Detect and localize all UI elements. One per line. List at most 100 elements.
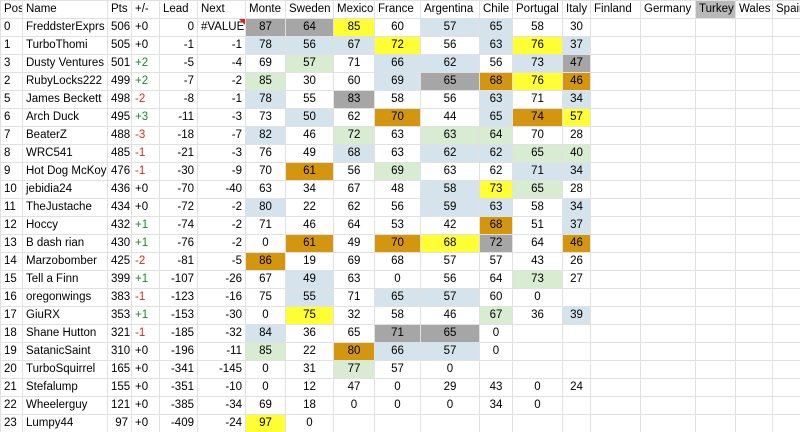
name-cell[interactable]: Wheelerguy xyxy=(22,396,108,415)
name-cell[interactable]: Arch Duck xyxy=(22,108,108,127)
name-cell[interactable]: WRC541 xyxy=(22,144,108,163)
score-cell[interactable]: 46 xyxy=(285,126,334,145)
empty-cell[interactable] xyxy=(735,18,773,37)
pts-cell[interactable]: 321 xyxy=(107,324,132,343)
score-cell[interactable]: 58 xyxy=(374,90,421,109)
column-header-name[interactable]: Name xyxy=(22,0,108,19)
next-cell[interactable]: #VALUE! xyxy=(197,18,246,37)
empty-cell[interactable] xyxy=(640,126,696,145)
score-cell[interactable]: 37 xyxy=(562,216,591,235)
score-cell[interactable]: 85 xyxy=(245,72,286,91)
score-cell[interactable]: 56 xyxy=(420,90,480,109)
score-cell[interactable]: 84 xyxy=(245,324,286,343)
lead-cell[interactable]: -341 xyxy=(159,360,198,379)
score-cell[interactable]: 62 xyxy=(420,144,480,163)
score-cell[interactable]: 60 xyxy=(374,18,421,37)
score-cell[interactable]: 60 xyxy=(479,288,513,307)
score-cell[interactable]: 30 xyxy=(285,72,334,91)
empty-cell[interactable] xyxy=(590,288,641,307)
score-cell[interactable]: 69 xyxy=(374,72,421,91)
empty-cell[interactable] xyxy=(590,108,641,127)
score-cell[interactable]: 65 xyxy=(420,72,480,91)
empty-cell[interactable] xyxy=(590,324,641,343)
score-cell[interactable]: 47 xyxy=(562,54,591,73)
score-cell[interactable]: 46 xyxy=(420,306,480,325)
score-cell[interactable]: 63 xyxy=(245,180,286,199)
empty-cell[interactable] xyxy=(695,324,736,343)
name-cell[interactable]: SatanicSaint xyxy=(22,342,108,361)
score-cell[interactable]: 49 xyxy=(333,234,375,253)
empty-cell[interactable] xyxy=(640,234,696,253)
empty-cell[interactable] xyxy=(735,126,773,145)
pts-cell[interactable]: 165 xyxy=(107,360,132,379)
name-cell[interactable]: B dash rian xyxy=(22,234,108,253)
empty-cell[interactable] xyxy=(695,18,736,37)
empty-cell[interactable] xyxy=(640,306,696,325)
next-cell[interactable]: -26 xyxy=(197,270,246,289)
score-cell[interactable]: 0 xyxy=(479,324,513,343)
empty-cell[interactable] xyxy=(590,252,641,271)
empty-cell[interactable] xyxy=(640,414,696,432)
score-cell[interactable]: 27 xyxy=(562,270,591,289)
empty-cell[interactable] xyxy=(590,162,641,181)
score-cell[interactable]: 76 xyxy=(245,144,286,163)
score-cell[interactable]: 57 xyxy=(420,288,480,307)
empty-cell[interactable] xyxy=(735,72,773,91)
score-cell[interactable]: 40 xyxy=(562,144,591,163)
column-header-monte[interactable]: Monte xyxy=(245,0,286,19)
score-cell[interactable] xyxy=(512,414,563,432)
score-cell[interactable]: 0 xyxy=(512,378,563,397)
score-cell[interactable]: 19 xyxy=(285,252,334,271)
score-cell[interactable]: 49 xyxy=(285,144,334,163)
name-cell[interactable]: Lumpy44 xyxy=(22,414,108,432)
empty-cell[interactable] xyxy=(772,90,800,109)
empty-cell[interactable] xyxy=(735,324,773,343)
score-cell[interactable]: 53 xyxy=(374,216,421,235)
change-cell[interactable]: +0 xyxy=(131,342,160,361)
lead-cell[interactable]: -196 xyxy=(159,342,198,361)
score-cell[interactable]: 72 xyxy=(374,36,421,55)
score-cell[interactable]: 24 xyxy=(562,378,591,397)
score-cell[interactable]: 43 xyxy=(512,252,563,271)
pts-cell[interactable]: 353 xyxy=(107,306,132,325)
empty-cell[interactable] xyxy=(695,306,736,325)
score-cell[interactable]: 67 xyxy=(245,270,286,289)
column-header-chile[interactable]: Chile xyxy=(479,0,513,19)
score-cell[interactable]: 66 xyxy=(374,54,421,73)
score-cell[interactable]: 34 xyxy=(285,180,334,199)
empty-cell[interactable] xyxy=(590,342,641,361)
empty-cell[interactable] xyxy=(590,90,641,109)
change-cell[interactable]: +2 xyxy=(131,72,160,91)
score-cell[interactable]: 66 xyxy=(374,342,421,361)
name-cell[interactable]: TheJustache xyxy=(22,198,108,217)
score-cell[interactable]: 32 xyxy=(333,306,375,325)
name-cell[interactable]: jebidia24 xyxy=(22,180,108,199)
empty-cell[interactable] xyxy=(772,108,800,127)
score-cell[interactable]: 77 xyxy=(333,360,375,379)
score-cell[interactable]: 69 xyxy=(245,54,286,73)
lead-cell[interactable]: -21 xyxy=(159,144,198,163)
empty-cell[interactable] xyxy=(772,216,800,235)
score-cell[interactable]: 42 xyxy=(420,216,480,235)
column-header-sweden[interactable]: Sweden xyxy=(285,0,334,19)
score-cell[interactable]: 82 xyxy=(245,126,286,145)
pos-cell[interactable]: 2 xyxy=(0,72,23,91)
score-cell[interactable]: 71 xyxy=(333,54,375,73)
score-cell[interactable]: 44 xyxy=(420,108,480,127)
empty-cell[interactable] xyxy=(640,198,696,217)
score-cell[interactable]: 49 xyxy=(285,270,334,289)
empty-cell[interactable] xyxy=(590,36,641,55)
empty-cell[interactable] xyxy=(695,198,736,217)
pos-cell[interactable]: 0 xyxy=(0,18,23,37)
empty-cell[interactable] xyxy=(772,252,800,271)
score-cell[interactable]: 58 xyxy=(374,306,421,325)
score-cell[interactable]: 43 xyxy=(479,378,513,397)
score-cell[interactable]: 71 xyxy=(512,90,563,109)
pts-cell[interactable]: 495 xyxy=(107,108,132,127)
empty-cell[interactable] xyxy=(590,216,641,235)
lead-cell[interactable]: -1 xyxy=(159,36,198,55)
column-header-lead[interactable]: Lead xyxy=(159,0,198,19)
score-cell[interactable]: 26 xyxy=(562,252,591,271)
pos-cell[interactable]: 11 xyxy=(0,198,23,217)
empty-cell[interactable] xyxy=(640,288,696,307)
